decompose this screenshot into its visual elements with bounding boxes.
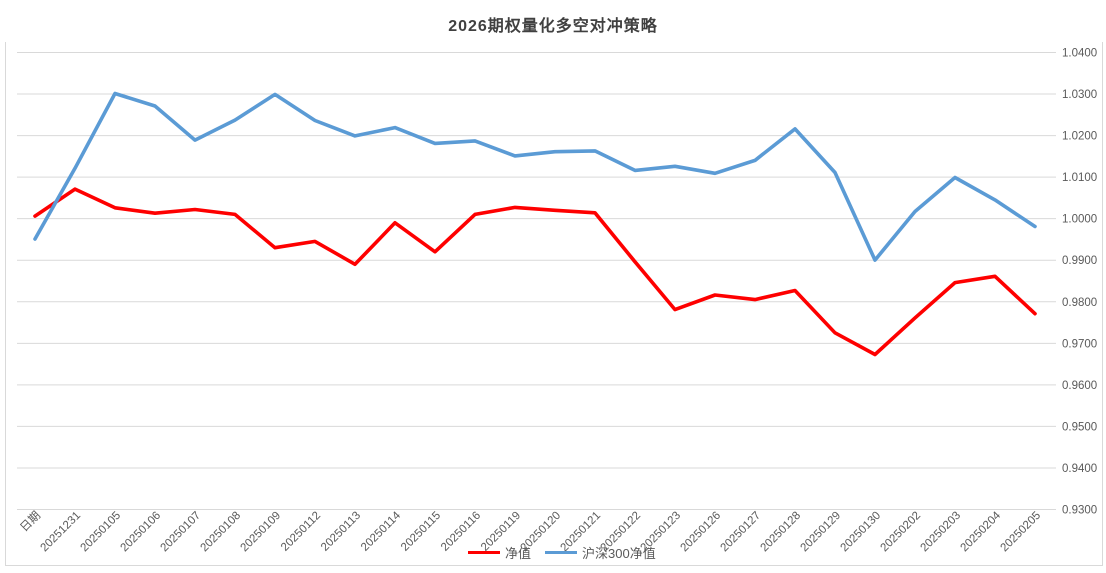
y-tick-label: 1.0200 xyxy=(1062,131,1097,143)
y-tick-label: 0.9600 xyxy=(1062,380,1097,392)
x-tick-label: 20250109 xyxy=(238,510,283,555)
x-tick-label: 20250204 xyxy=(958,509,1003,554)
y-tick-label: 0.9700 xyxy=(1062,338,1097,350)
series-line-1 xyxy=(33,91,1037,262)
legend-item-csi300-net-value: 沪深300净值 xyxy=(545,543,656,562)
x-tick-label: 20250130 xyxy=(838,510,883,555)
x-tick-label: 20250115 xyxy=(399,510,443,554)
x-tick-label: 20250128 xyxy=(758,510,803,555)
blue-line-swatch xyxy=(545,551,578,554)
legend: 净值 沪深300净值 xyxy=(468,543,656,562)
chart-title: 2026期权量化多空对冲策略 xyxy=(448,18,658,35)
y-tick-label: 0.9300 xyxy=(1062,505,1097,517)
legend-item-net-value: 净值 xyxy=(468,543,531,562)
x-tick-label: 20250202 xyxy=(878,510,923,555)
y-tick-label: 1.0300 xyxy=(1062,89,1097,101)
x-tick-label: 20250114 xyxy=(359,509,403,553)
x-tick-label: 20250108 xyxy=(198,510,243,555)
red-line-swatch xyxy=(468,551,500,554)
x-tick-label: 20251231 xyxy=(38,510,83,555)
y-tick-label: 1.0100 xyxy=(1062,172,1097,184)
y-tick-label: 0.9500 xyxy=(1062,421,1097,433)
x-tick-label: 20250105 xyxy=(78,510,123,555)
x-tick-label: 日期 xyxy=(18,509,43,534)
x-tick-label: 20250203 xyxy=(918,510,963,555)
x-tick-label: 20250113 xyxy=(319,510,363,554)
y-tick-label: 0.9400 xyxy=(1062,463,1097,475)
y-tick-label: 1.0400 xyxy=(1062,48,1097,60)
x-tick-label: 20250205 xyxy=(998,510,1043,555)
x-tick-label: 20250129 xyxy=(798,510,843,555)
x-tick-label: 20250106 xyxy=(118,510,163,555)
legend-label: 净值 xyxy=(505,546,532,561)
x-tick-label: 20250126 xyxy=(678,510,723,555)
y-tick-label: 0.9800 xyxy=(1062,297,1097,309)
legend-label: 沪深300净值 xyxy=(582,546,656,561)
x-tick-label: 20250112 xyxy=(279,510,323,554)
y-tick-label: 0.9900 xyxy=(1062,255,1097,267)
x-tick-label: 20250127 xyxy=(718,510,763,555)
series-line-0 xyxy=(33,187,1037,357)
x-tick-label: 20250107 xyxy=(158,510,203,555)
y-tick-label: 1.0000 xyxy=(1062,214,1097,226)
